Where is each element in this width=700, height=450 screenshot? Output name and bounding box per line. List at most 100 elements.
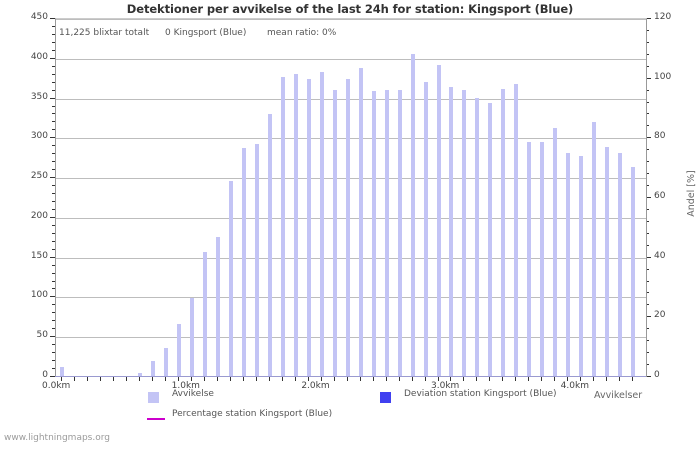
bar[interactable] (280, 77, 285, 377)
y-axis-left-tick (50, 376, 55, 377)
y-axis-right-minor-tick (646, 304, 649, 306)
x-axis-tick (281, 377, 283, 381)
x-axis-tick (165, 377, 167, 381)
bar[interactable] (138, 373, 143, 377)
bar[interactable] (306, 78, 311, 377)
y-axis-right-minor-tick (646, 161, 649, 163)
bar[interactable] (371, 90, 376, 377)
bar[interactable] (566, 153, 571, 377)
gridline (56, 297, 646, 299)
bar[interactable] (631, 166, 636, 377)
bar[interactable] (151, 361, 156, 377)
y-axis-right-minor-tick (646, 328, 649, 330)
y-axis-right-tick-label: 0 (654, 370, 660, 380)
gridline (56, 257, 646, 259)
bar[interactable] (436, 65, 441, 377)
bar[interactable] (475, 97, 480, 377)
y-axis-left-tick-label: 400 (30, 51, 48, 62)
y-axis-left-minor-tick (52, 161, 55, 163)
y-axis-left-minor-tick (52, 368, 55, 370)
y-axis-left-minor-tick (52, 224, 55, 226)
x-axis-tick (385, 377, 387, 381)
y-axis-left-tick-label: 250 (30, 171, 48, 182)
legend-swatch (380, 392, 391, 403)
bar[interactable] (540, 141, 545, 377)
bar[interactable] (203, 252, 208, 377)
gridline (56, 98, 646, 100)
bar[interactable] (449, 87, 454, 377)
bar[interactable] (242, 147, 247, 377)
y-axis-left-minor-tick (52, 312, 55, 314)
bar[interactable] (267, 113, 272, 377)
y-axis-right-title: Andel [%] (685, 170, 697, 217)
x-axis-tick-label: 2.0km (301, 381, 330, 391)
chart-title: Detektioner per avvikelse of the last 24… (126, 2, 574, 16)
bar[interactable] (229, 181, 234, 377)
y-axis-left-tick-label: 450 (30, 12, 48, 22)
x-axis-tick (411, 377, 413, 381)
bar[interactable] (618, 152, 623, 377)
bar[interactable] (293, 73, 298, 377)
bar[interactable] (358, 68, 363, 377)
y-axis-right-minor-tick (646, 352, 649, 354)
y-axis-right-minor-tick (646, 340, 649, 342)
bar[interactable] (553, 128, 558, 377)
bar[interactable] (216, 236, 221, 377)
x-axis-tick (268, 377, 270, 381)
subtitle-mean-ratio: mean ratio: 0% (267, 28, 337, 38)
y-axis-right-minor-tick (646, 125, 649, 127)
y-axis-right-minor-tick (646, 232, 649, 234)
bar[interactable] (527, 142, 532, 377)
bar[interactable] (514, 84, 519, 377)
bar[interactable] (332, 89, 337, 377)
y-axis-left-minor-tick (52, 121, 55, 123)
bar[interactable] (190, 298, 195, 377)
y-axis-right-minor-tick (646, 185, 649, 187)
legend-label[interactable]: Deviation station Kingsport (Blue) (404, 389, 557, 399)
y-axis-right-tick (646, 256, 651, 258)
bar[interactable] (254, 143, 259, 377)
y-axis-left-minor-tick (52, 272, 55, 274)
y-axis-left-tick-label: 300 (30, 131, 48, 142)
y-axis-right-minor-tick (646, 53, 649, 55)
x-axis-tick (113, 377, 115, 381)
y-axis-right-tick (646, 18, 651, 19)
y-axis-right-minor-tick (646, 173, 649, 175)
legend-label[interactable]: Percentage station Kingsport (Blue) (172, 409, 333, 419)
y-axis-left-minor-tick (52, 264, 55, 266)
y-axis-left-tick (50, 18, 55, 19)
bar[interactable] (397, 89, 402, 377)
bar[interactable] (488, 103, 493, 377)
y-axis-left-minor-tick (52, 113, 55, 115)
bar[interactable] (319, 72, 324, 377)
bar[interactable] (423, 81, 428, 377)
y-axis-left-minor-tick (52, 248, 55, 250)
bar[interactable] (462, 89, 467, 377)
bar[interactable] (60, 366, 65, 377)
bar[interactable] (177, 323, 182, 377)
y-axis-left-minor-tick (52, 145, 55, 147)
x-axis-tick (74, 377, 76, 381)
bar[interactable] (501, 89, 506, 377)
gridline (56, 19, 646, 20)
bar[interactable] (345, 78, 350, 377)
x-axis-tick (346, 377, 348, 381)
bar[interactable] (384, 89, 389, 377)
x-axis-tick (126, 377, 128, 381)
y-axis-left-minor-tick (52, 288, 55, 290)
y-axis-left-minor-tick (52, 49, 55, 51)
x-axis-tick (243, 377, 245, 381)
x-axis-tick (619, 377, 621, 381)
bar[interactable] (605, 147, 610, 377)
x-axis-tick (424, 377, 426, 381)
x-axis-tick (450, 377, 452, 381)
x-axis-tick (100, 377, 102, 381)
legend-label[interactable]: Avvikelse (172, 389, 214, 399)
bar[interactable] (592, 122, 597, 377)
bar[interactable] (164, 348, 169, 377)
bar[interactable] (579, 155, 584, 377)
y-axis-right-minor-tick (646, 292, 649, 294)
gridline (56, 138, 646, 140)
y-axis-left-tick (50, 336, 55, 338)
bar[interactable] (410, 54, 415, 377)
